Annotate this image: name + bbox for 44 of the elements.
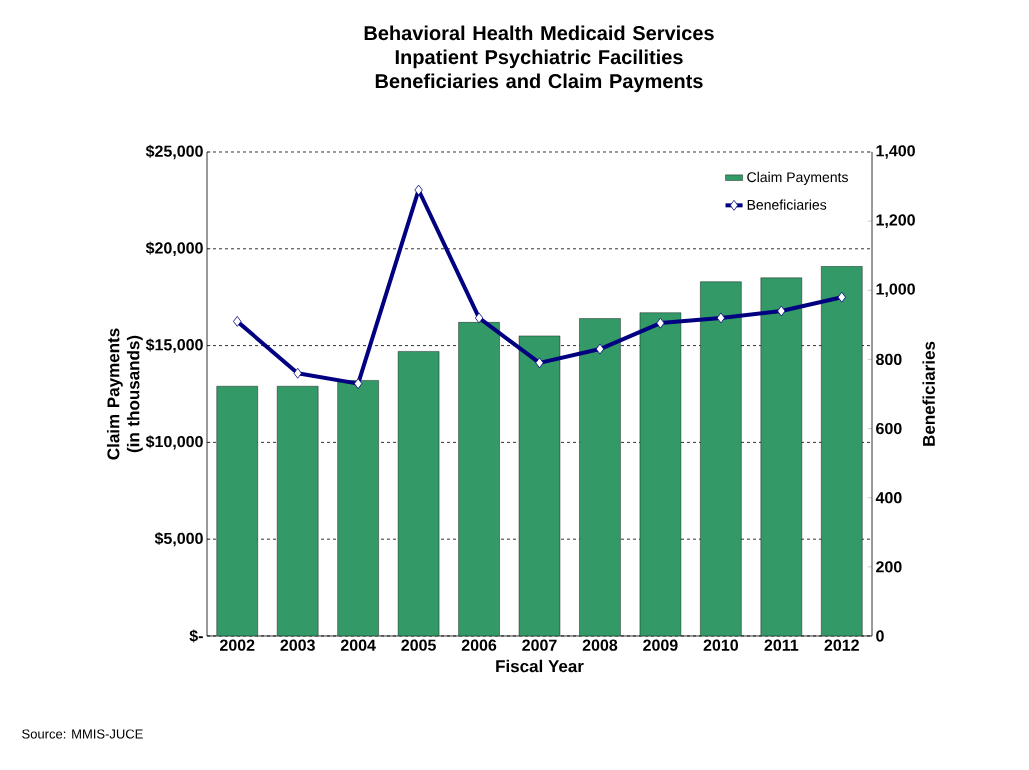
point <box>535 357 544 369</box>
point <box>656 317 665 329</box>
point <box>233 315 242 327</box>
x-tick-label: 2007 <box>522 639 557 651</box>
x-tick-label: 2008 <box>582 639 618 651</box>
source-note: Source: MMIS-JUCE <box>22 729 143 739</box>
legend-label: Beneficiaries <box>747 199 827 210</box>
legend-label: Claim Payments <box>747 171 848 185</box>
x-tick-label: 2005 <box>401 639 436 651</box>
y2-tick-label: 1,200 <box>876 214 915 228</box>
y2-tick-label: 1,000 <box>876 283 915 298</box>
x-tick-label: 2011 <box>764 639 799 651</box>
chart-title: Behavioral Health Medicaid Services <box>364 25 714 41</box>
point <box>293 367 302 379</box>
y-tick-label: $15,000 <box>145 338 203 353</box>
y2-tick-label: 200 <box>876 561 902 573</box>
x-tick-label: 2012 <box>824 639 859 651</box>
point <box>353 378 363 390</box>
y-tick-label: $5,000 <box>154 532 203 547</box>
x-tick-label: 2004 <box>340 639 376 651</box>
point <box>595 343 605 355</box>
y-tick-label: $20,000 <box>145 241 203 256</box>
y2-tick-label: 600 <box>876 422 902 435</box>
y2-tick-label: 1,400 <box>876 145 915 159</box>
y2-tick-label: 0 <box>876 630 884 642</box>
point <box>777 305 786 317</box>
point <box>716 312 726 324</box>
y-axis-title: Claim Payments (in thousands) <box>106 328 143 460</box>
point <box>474 312 484 324</box>
y2-axis-title: Beneficiaries <box>922 341 935 446</box>
point <box>837 291 846 303</box>
x-tick-label: 2010 <box>703 639 738 651</box>
chart-subtitle: Inpatient Psychiatric Facilities Beneficiaries and Claim Payments <box>375 49 703 93</box>
x-tick-label: 2002 <box>219 639 255 651</box>
x-axis-title: Fiscal Year <box>496 659 584 673</box>
x-tick-label: 2009 <box>643 639 678 651</box>
x-tick-label: 2003 <box>280 639 315 651</box>
y2-tick-label: 800 <box>876 353 902 366</box>
y-tick-label: $- <box>189 629 203 643</box>
y-tick-label: $25,000 <box>145 144 203 160</box>
y-tick-label: $10,000 <box>145 435 203 450</box>
point <box>414 184 423 196</box>
y2-tick-label: 400 <box>875 492 902 504</box>
x-tick-label: 2006 <box>461 639 497 651</box>
